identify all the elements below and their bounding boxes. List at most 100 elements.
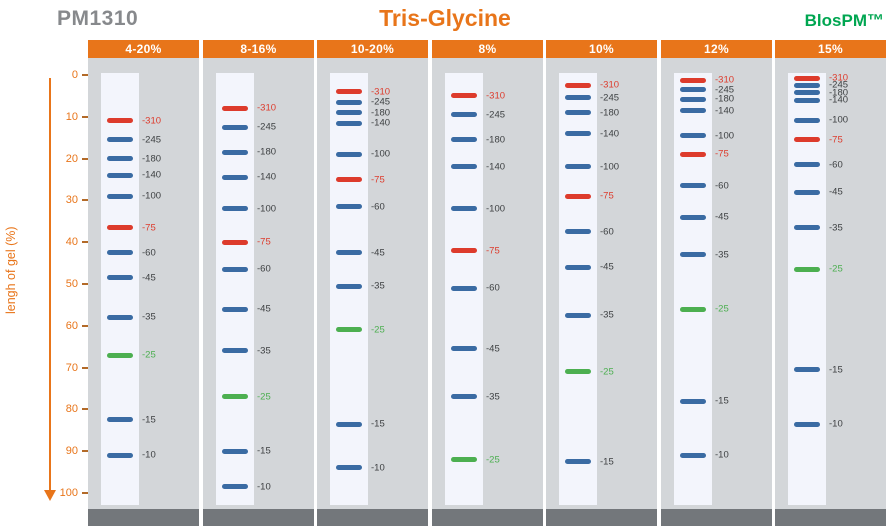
band-label-140: -140	[371, 117, 391, 129]
band-245kda	[565, 95, 591, 101]
tick-mark-20	[82, 157, 88, 160]
band-label-100: -100	[715, 129, 735, 141]
gel-bottom-bar	[317, 509, 428, 526]
tick-label-60: 60	[65, 319, 78, 332]
band-140kda	[336, 120, 362, 126]
tick-label-10: 10	[65, 110, 78, 123]
band-label-245: -245	[371, 96, 391, 108]
band-label-75: -75	[371, 173, 385, 185]
band-label-100: -100	[142, 190, 162, 202]
band-75kda	[336, 177, 362, 182]
band-label-310: -310	[715, 74, 735, 86]
band-35kda	[794, 225, 820, 231]
band-label-310: -310	[486, 90, 506, 102]
tick-mark-70	[82, 366, 88, 369]
brand-name: BlosPM™	[804, 11, 884, 30]
band-label-310: -310	[257, 102, 277, 114]
band-180kda	[565, 110, 591, 116]
band-310kda	[107, 118, 133, 124]
gel-strip	[559, 73, 597, 505]
band-310kda	[336, 89, 362, 95]
tick-mark-50	[82, 283, 88, 285]
band-45kda	[336, 250, 362, 256]
y-axis-arrow-down-icon	[44, 490, 56, 501]
tick-mark-80	[82, 408, 88, 411]
band-140kda	[565, 131, 591, 137]
band-245kda	[451, 112, 477, 118]
band-label-25: -25	[829, 263, 843, 275]
band-140kda	[451, 164, 477, 170]
lane-header-10%: 10%	[546, 40, 657, 58]
band-245kda	[336, 99, 362, 105]
band-label-15: -15	[257, 445, 271, 457]
band-label-100: -100	[257, 203, 277, 214]
band-180kda	[680, 96, 706, 102]
band-140kda	[794, 97, 820, 103]
lane-header-8-16%: 8-16%	[203, 40, 314, 58]
y-axis-label: lengh of gel (%)	[4, 226, 18, 315]
band-label-15: -15	[371, 418, 385, 430]
band-label-60: -60	[371, 200, 385, 212]
band-label-75: -75	[486, 244, 500, 256]
band-10kda	[680, 452, 706, 458]
band-10kda	[107, 452, 133, 458]
band-label-45: -45	[257, 303, 271, 315]
band-10kda	[794, 421, 820, 427]
band-label-100: -100	[371, 148, 391, 160]
band-45kda	[222, 306, 248, 312]
band-10kda	[336, 465, 362, 471]
band-45kda	[794, 189, 820, 195]
band-label-140: -140	[829, 94, 849, 106]
tick-mark-90	[82, 450, 88, 453]
band-35kda	[680, 252, 706, 258]
band-label-100: -100	[486, 203, 506, 214]
band-25kda	[565, 369, 591, 375]
band-310kda	[680, 77, 706, 83]
band-label-180: -180	[486, 134, 506, 146]
band-label-10: -10	[829, 418, 843, 430]
band-60kda	[107, 250, 133, 256]
band-label-15: -15	[600, 455, 614, 467]
band-75kda	[680, 151, 706, 157]
band-100kda	[336, 151, 362, 157]
tick-mark-10	[82, 115, 88, 118]
band-label-45: -45	[371, 246, 385, 258]
band-45kda	[107, 275, 133, 281]
band-140kda	[107, 172, 133, 178]
band-label-60: -60	[829, 159, 843, 171]
band-15kda	[222, 448, 248, 454]
band-label-35: -35	[257, 345, 271, 357]
band-100kda	[565, 164, 591, 170]
band-label-180: -180	[829, 86, 849, 98]
tick-mark-0	[82, 74, 88, 76]
band-label-35: -35	[142, 311, 156, 323]
band-60kda	[680, 183, 706, 189]
band-label-100: -100	[829, 114, 849, 126]
tick-label-100: 100	[59, 487, 78, 499]
band-60kda	[565, 229, 591, 235]
band-180kda	[794, 90, 820, 96]
lane-header-15%: 15%	[775, 40, 886, 58]
tick-label-70: 70	[65, 361, 78, 374]
band-label-45: -45	[829, 186, 843, 198]
band-60kda	[222, 266, 248, 272]
band-310kda	[451, 93, 477, 99]
band-label-10: -10	[142, 449, 156, 461]
band-75kda	[107, 225, 133, 231]
lane-header-4-20%: 4-20%	[88, 40, 199, 58]
band-label-15: -15	[829, 363, 843, 375]
band-35kda	[107, 314, 133, 320]
gel-strip	[330, 73, 368, 505]
band-label-15: -15	[715, 395, 729, 407]
band-45kda	[451, 346, 477, 352]
band-100kda	[107, 193, 133, 199]
band-60kda	[336, 204, 362, 210]
band-140kda	[222, 174, 248, 180]
band-15kda	[794, 367, 820, 373]
lane-header-10-20%: 10-20%	[317, 40, 428, 58]
band-label-140: -140	[715, 104, 735, 116]
band-label-25: -25	[371, 324, 385, 336]
band-140kda	[680, 108, 706, 114]
band-245kda	[222, 124, 248, 130]
